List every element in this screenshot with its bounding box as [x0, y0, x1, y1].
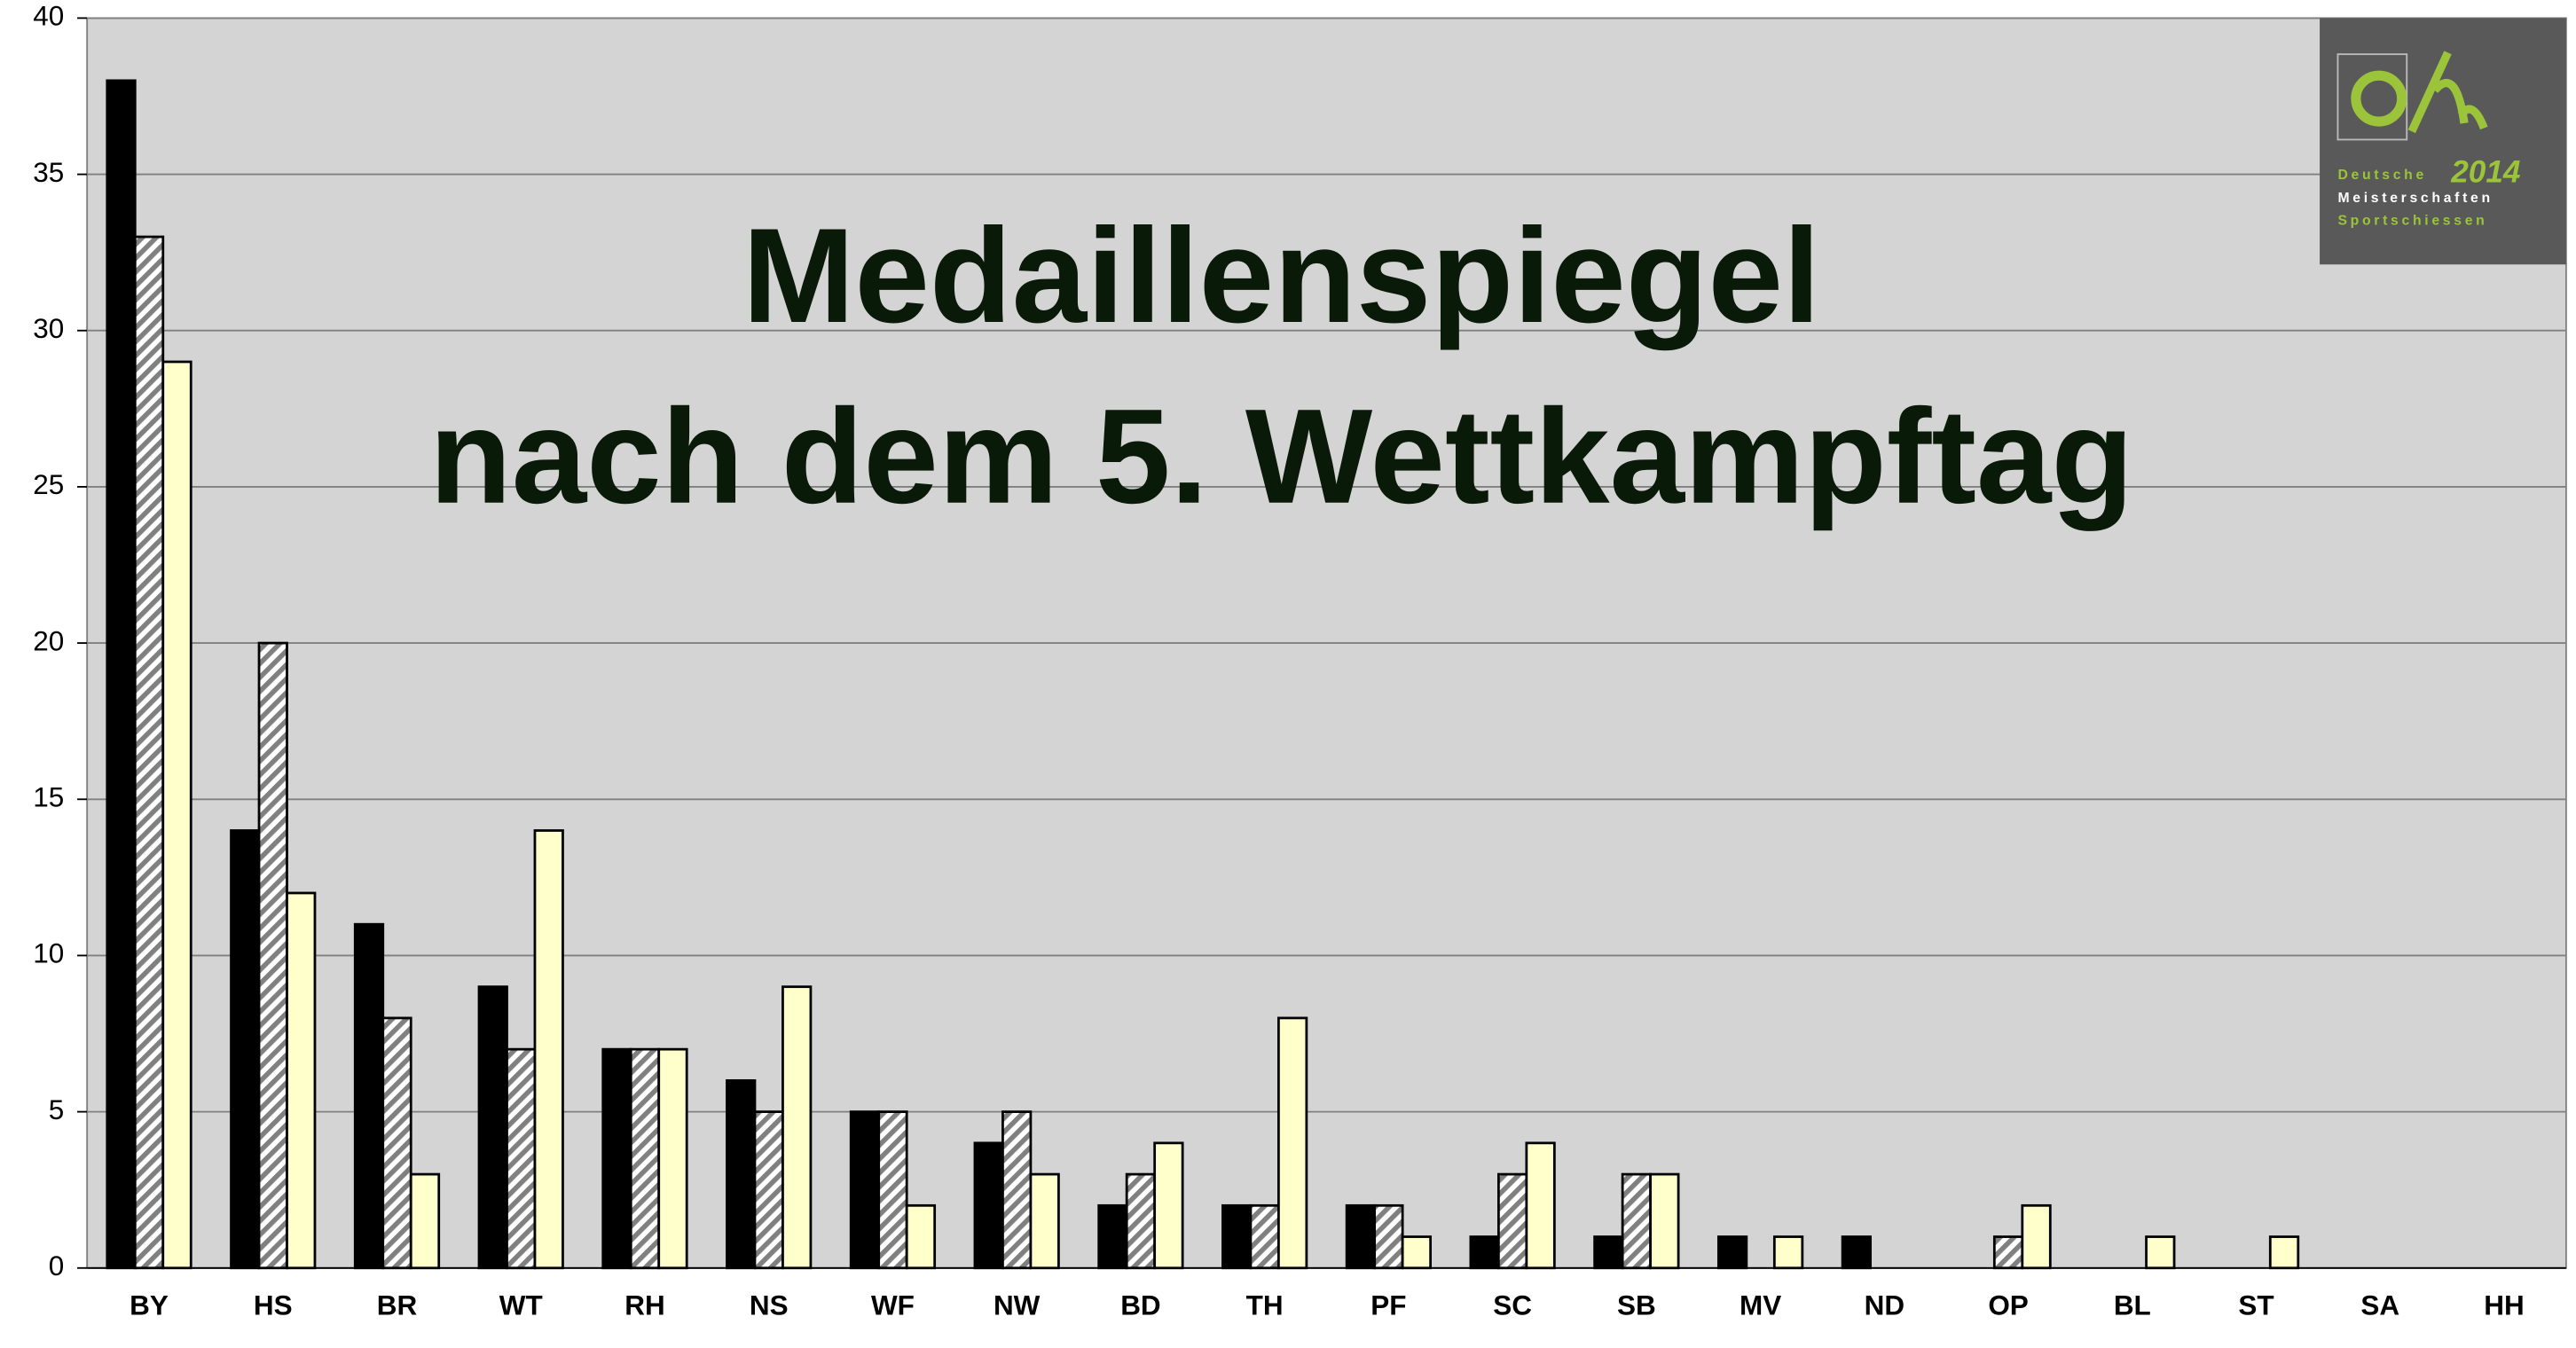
- x-tick-label: WT: [499, 1290, 543, 1321]
- bar: [1001, 1110, 1033, 1270]
- bar: [877, 1110, 908, 1270]
- bar: [905, 1203, 937, 1270]
- y-tick-label: 15: [33, 782, 64, 813]
- bar: [781, 985, 813, 1270]
- x-tick-label: ND: [1865, 1290, 1905, 1321]
- bar: [2145, 1235, 2176, 1270]
- bar: [533, 829, 564, 1270]
- bar: [973, 1141, 1004, 1270]
- logo-year: 2014: [2450, 155, 2520, 190]
- bar: [1593, 1235, 1624, 1270]
- bar: [753, 1110, 784, 1270]
- bar: [1649, 1172, 1680, 1270]
- x-tick-label: BL: [2114, 1290, 2151, 1321]
- logo-glyph: [2407, 51, 2488, 134]
- x-tick-label: BY: [130, 1290, 169, 1321]
- x-tick-label: SB: [1617, 1290, 1656, 1321]
- bar: [230, 829, 261, 1270]
- x-tick-label: SC: [1493, 1290, 1532, 1321]
- bar: [353, 922, 385, 1270]
- bar: [506, 1047, 537, 1270]
- logo-frame: [2336, 53, 2408, 141]
- x-tick-label: RH: [624, 1290, 664, 1321]
- bar: [1373, 1203, 1404, 1270]
- x-tick-label: MV: [1740, 1290, 1781, 1321]
- bar: [1029, 1172, 1060, 1270]
- bar: [1469, 1235, 1500, 1270]
- x-tick-label: WF: [871, 1290, 915, 1321]
- bar: [1221, 1203, 1253, 1270]
- bar: [1992, 1235, 2024, 1270]
- bar: [161, 360, 192, 1270]
- x-tick-label: PF: [1370, 1290, 1406, 1321]
- title-line: nach dem 5. Wettkampftag: [429, 382, 2133, 532]
- x-tick-label: HH: [2484, 1290, 2524, 1321]
- bar: [133, 235, 165, 1270]
- y-tick-label: 35: [33, 157, 64, 188]
- bar: [849, 1110, 881, 1270]
- x-tick-label: BD: [1120, 1290, 1160, 1321]
- y-tick-label: 20: [33, 625, 64, 656]
- x-tick-label: NW: [993, 1290, 1041, 1321]
- bar: [1496, 1172, 1528, 1270]
- bar: [1153, 1141, 1184, 1270]
- bar: [1772, 1235, 1804, 1270]
- logo-text: Deutsche: [2337, 168, 2426, 183]
- bar: [726, 1078, 757, 1270]
- y-tick-label: 10: [33, 938, 64, 969]
- logo-text: Meisterschaften: [2337, 191, 2493, 206]
- y-tick-label: 40: [33, 1, 64, 32]
- bar: [257, 641, 288, 1270]
- bar: [409, 1172, 441, 1270]
- title-line: Medaillenspiegel: [742, 201, 1820, 351]
- bar: [106, 79, 137, 1270]
- x-tick-label: HS: [254, 1290, 293, 1321]
- bar: [1249, 1203, 1280, 1270]
- bar: [1621, 1172, 1652, 1270]
- bar: [286, 891, 317, 1270]
- bar: [477, 985, 508, 1270]
- y-tick-label: 0: [49, 1250, 65, 1281]
- y-tick-label: 5: [49, 1094, 65, 1125]
- x-tick-label: OP: [1988, 1290, 2028, 1321]
- bar: [2268, 1235, 2300, 1270]
- y-tick-label: 30: [33, 313, 64, 344]
- bar: [1277, 1016, 1308, 1270]
- x-tick-label: TH: [1246, 1290, 1284, 1321]
- x-tick-label: NS: [750, 1290, 789, 1321]
- logo: Deutsche 2014 Meisterschaften Sportschie…: [2320, 18, 2566, 265]
- bar: [657, 1047, 688, 1270]
- y-tick-label: 25: [33, 469, 64, 500]
- bar: [2021, 1203, 2052, 1270]
- bar: [381, 1016, 412, 1270]
- bar: [1345, 1203, 1377, 1270]
- logo-text: Sportschiessen: [2337, 214, 2487, 229]
- x-tick-label: ST: [2238, 1290, 2274, 1321]
- bar: [629, 1047, 661, 1270]
- bar: [1716, 1235, 1748, 1270]
- bar: [1525, 1141, 1556, 1270]
- x-tick-label: BR: [377, 1290, 418, 1321]
- logo-ring: [2351, 70, 2407, 127]
- bar: [1841, 1235, 1872, 1270]
- bar: [1401, 1235, 1433, 1270]
- x-tick-label: SA: [2360, 1290, 2399, 1321]
- bar: [601, 1047, 632, 1270]
- bar: [1097, 1203, 1128, 1270]
- bar: [1125, 1172, 1157, 1270]
